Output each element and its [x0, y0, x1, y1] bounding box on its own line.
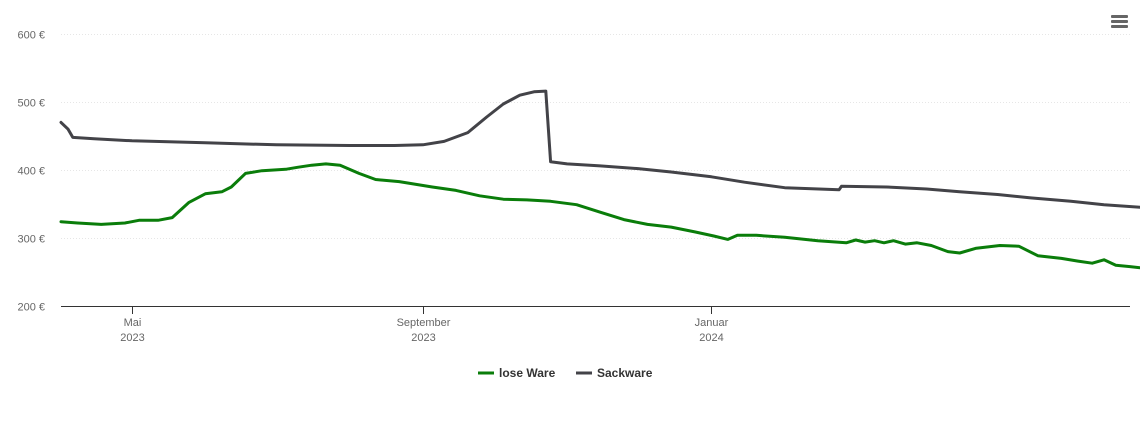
x-tick-label: September [397, 317, 451, 329]
y-tick-label: 600 € [17, 30, 45, 42]
x-tick-year: 2023 [120, 332, 144, 344]
y-tick-label: 400 € [17, 166, 45, 178]
series-line-sackware [59, 89, 1140, 209]
x-tick-year: 2024 [699, 332, 723, 344]
legend-label-sackware: Sackware [597, 366, 653, 380]
x-tick-label: Januar [695, 317, 729, 329]
x-tick-year: 2023 [411, 332, 435, 344]
x-tick-label: Mai [124, 317, 142, 329]
series-line-lose-ware [59, 162, 1140, 270]
y-tick-label: 200 € [17, 302, 45, 314]
legend-label-lose-ware: lose Ware [499, 366, 556, 380]
y-tick-label: 500 € [17, 98, 45, 110]
chart-menu-button[interactable] [1104, 8, 1134, 36]
y-tick-label: 300 € [17, 234, 45, 246]
